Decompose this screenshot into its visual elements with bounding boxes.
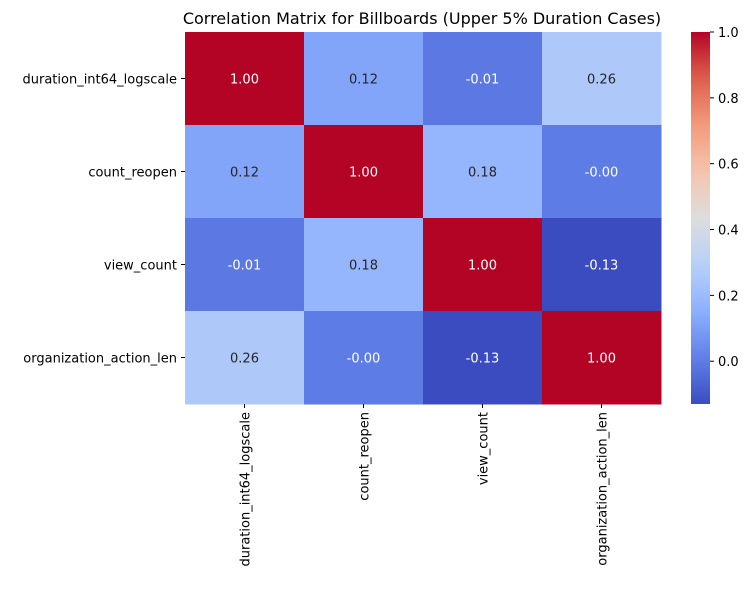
heatmap-cell [304,125,424,219]
cell-value-label: 0.12 [349,73,378,88]
heatmap-cell [423,311,543,405]
row-tick-label: organization_action_len [23,352,177,367]
cell-value-label: -0.00 [585,166,619,181]
row-tick-label: count_reopen [88,166,177,181]
cell-value-label: 0.26 [587,73,616,88]
colorbar-tick-label: 0.4 [718,224,739,239]
chart-title: Correlation Matrix for Billboards (Upper… [183,9,661,28]
heatmap-cell [304,218,424,312]
row-tick-label: view_count [104,259,177,274]
heatmap-cell [185,311,305,405]
cell-value-label: -0.13 [585,259,619,274]
column-tick-label: duration_int64_logscale [239,412,254,567]
row-tick-labels: duration_int64_logscale count_reopen view_… [22,73,185,367]
row-tick-label: duration_int64_logscale [22,73,177,88]
heatmap-cell [542,218,662,312]
cell-value-label: -0.00 [347,352,381,367]
colorbar-tick-label: 0.0 [718,355,739,370]
colorbar-gradient [691,32,710,404]
colorbar-tick-label: 0.8 [718,92,739,107]
cell-value-label: 0.26 [230,352,259,367]
column-tick-label: count_reopen [358,412,373,501]
heatmap-cell [542,125,662,219]
colorbar-tick-label: 0.2 [718,289,739,304]
heatmap-cell [423,32,543,126]
colorbar: 0.0 0.2 0.4 0.6 0.8 1.0 [691,26,739,404]
heatmap-cell [423,125,543,219]
cell-value-label: -0.01 [228,259,262,274]
cell-value-label: 1.00 [587,352,616,367]
heatmap-cell [185,218,305,312]
cell-value-label: 1.00 [468,259,497,274]
column-tick-label: view_count [477,412,492,485]
colorbar-tick-label: 0.6 [718,158,739,173]
colorbar-tick-label: 1.0 [718,26,739,41]
heatmap-cell [185,32,305,126]
cell-value-label: 0.18 [349,259,378,274]
cell-value-label: 1.00 [230,73,259,88]
cell-value-label: -0.13 [466,352,500,367]
heatmap-cell [185,125,305,219]
heatmap-cell [423,218,543,312]
heatmap-cell [542,32,662,126]
column-tick-labels: duration_int64_logscale count_reopen view_… [239,404,611,567]
cell-value-label: 0.12 [230,166,259,181]
column-tick-label: organization_action_len [596,412,611,566]
heatmap-cell [542,311,662,405]
cell-value-label: -0.01 [466,73,500,88]
heatmap-cells: 1.00 0.12 -0.01 0.26 0.12 1.00 0.18 -0.00 -0.01 0… [185,32,662,405]
heatmap-cell [304,32,424,126]
cell-value-label: 0.18 [468,166,497,181]
heatmap-cell [304,311,424,405]
cell-value-label: 1.00 [349,166,378,181]
